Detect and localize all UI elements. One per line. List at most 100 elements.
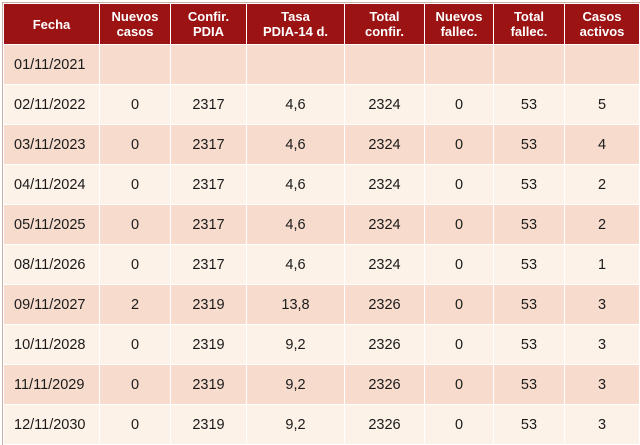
cell-total-confir: 2324: [344, 164, 425, 205]
cell-fecha: 12/11/2030: [3, 404, 100, 445]
header-fecha: Fecha: [3, 3, 100, 45]
cell-tasa-pdia: 13,8: [246, 284, 345, 325]
cell-confir-pdia: 2317: [170, 164, 247, 205]
header-total-confir-text: Total confir.: [364, 9, 404, 39]
cell-total-confir: 2326: [344, 324, 425, 365]
header-total-confir: Total confir.: [344, 3, 425, 45]
cell-fecha: 10/11/2028: [3, 324, 100, 365]
table-row: 12/11/2030 0 2319 9,2 2326 0 53 3: [3, 404, 640, 445]
cell-nuevos-casos: 0: [99, 324, 171, 365]
cell-nuevos-casos: 0: [99, 164, 171, 205]
cell-tasa-pdia: 4,6: [246, 84, 345, 125]
cell-casos-activos: 3: [564, 324, 640, 365]
cell-tasa-pdia: 9,2: [246, 364, 345, 405]
cell-nuevos-fallec: 0: [424, 124, 494, 165]
cell-confir-pdia: [170, 44, 247, 85]
cell-fecha: 11/11/2029: [3, 364, 100, 405]
cell-total-fallec: [493, 44, 565, 85]
cell-nuevos-casos: 0: [99, 244, 171, 285]
covid-data-table: Fecha Nuevos casos Confir. PDIA Tasa PDI…: [3, 3, 640, 445]
cell-nuevos-casos: 0: [99, 364, 171, 405]
table-row: 11/11/2029 0 2319 9,2 2326 0 53 3: [3, 364, 640, 405]
cell-fecha: 09/11/2027: [3, 284, 100, 325]
table-row: 03/11/2023 0 2317 4,6 2324 0 53 4: [3, 124, 640, 165]
cell-fecha: 04/11/2024: [3, 164, 100, 205]
cell-nuevos-casos: 0: [99, 204, 171, 245]
cell-fecha: 05/11/2025: [3, 204, 100, 245]
cell-nuevos-fallec: [424, 44, 494, 85]
cell-total-fallec: 53: [493, 124, 565, 165]
cell-total-confir: 2324: [344, 124, 425, 165]
table-row: 09/11/2027 2 2319 13,8 2326 0 53 3: [3, 284, 640, 325]
cell-tasa-pdia: 9,2: [246, 324, 345, 365]
header-row: Fecha Nuevos casos Confir. PDIA Tasa PDI…: [3, 3, 640, 45]
cell-tasa-pdia: 4,6: [246, 244, 345, 285]
header-casos-activos: Casos activos: [564, 3, 640, 45]
cell-total-confir: [344, 44, 425, 85]
cell-casos-activos: 3: [564, 364, 640, 405]
cell-confir-pdia: 2317: [170, 124, 247, 165]
cell-confir-pdia: 2319: [170, 404, 247, 445]
cell-total-fallec: 53: [493, 324, 565, 365]
cell-nuevos-casos: 0: [99, 124, 171, 165]
table-row: 05/11/2025 0 2317 4,6 2324 0 53 2: [3, 204, 640, 245]
cell-tasa-pdia: [246, 44, 345, 85]
cell-total-confir: 2324: [344, 204, 425, 245]
header-total-fallec: Total fallec.: [493, 3, 565, 45]
cell-fecha: 03/11/2023: [3, 124, 100, 165]
cell-tasa-pdia: 4,6: [246, 204, 345, 245]
cell-tasa-pdia: 4,6: [246, 124, 345, 165]
header-total-fallec-text: Total fallec.: [510, 9, 548, 39]
cell-total-confir: 2326: [344, 404, 425, 445]
header-confir-pdia: Confir. PDIA: [170, 3, 247, 45]
cell-nuevos-fallec: 0: [424, 164, 494, 205]
cell-casos-activos: 2: [564, 164, 640, 205]
header-nuevos-casos-text: Nuevos casos: [111, 9, 159, 39]
cell-casos-activos: 3: [564, 404, 640, 445]
cell-tasa-pdia: 9,2: [246, 404, 345, 445]
cell-casos-activos: 5: [564, 84, 640, 125]
cell-tasa-pdia: 4,6: [246, 164, 345, 205]
cell-casos-activos: [564, 44, 640, 85]
header-tasa-pdia-text: Tasa PDIA-14 d.: [262, 9, 328, 39]
cell-total-fallec: 53: [493, 84, 565, 125]
header-nuevos-casos: Nuevos casos: [99, 3, 171, 45]
cell-nuevos-fallec: 0: [424, 284, 494, 325]
table-row: 04/11/2024 0 2317 4,6 2324 0 53 2: [3, 164, 640, 205]
cell-confir-pdia: 2319: [170, 364, 247, 405]
cell-total-fallec: 53: [493, 164, 565, 205]
table-row: 02/11/2022 0 2317 4,6 2324 0 53 5: [3, 84, 640, 125]
table-row: 08/11/2026 0 2317 4,6 2324 0 53 1: [3, 244, 640, 285]
cell-casos-activos: 3: [564, 284, 640, 325]
cell-total-fallec: 53: [493, 204, 565, 245]
cell-nuevos-fallec: 0: [424, 204, 494, 245]
table-row: 01/11/2021: [3, 44, 640, 85]
cell-casos-activos: 2: [564, 204, 640, 245]
cell-total-fallec: 53: [493, 284, 565, 325]
table-body: 01/11/2021 02/11/2022 0 2317 4,6 2324 0 53 5 03/1…: [3, 44, 640, 445]
cell-confir-pdia: 2317: [170, 244, 247, 285]
cell-fecha: 01/11/2021: [3, 44, 100, 85]
cell-fecha: 02/11/2022: [3, 84, 100, 125]
header-tasa-pdia: Tasa PDIA-14 d.: [246, 3, 345, 45]
cell-nuevos-fallec: 0: [424, 324, 494, 365]
cell-nuevos-fallec: 0: [424, 404, 494, 445]
header-confir-pdia-text: Confir. PDIA: [187, 9, 230, 39]
cell-confir-pdia: 2317: [170, 204, 247, 245]
header-nuevos-fallec: Nuevos fallec.: [424, 3, 494, 45]
cell-total-confir: 2326: [344, 364, 425, 405]
cell-nuevos-casos: 2: [99, 284, 171, 325]
cell-confir-pdia: 2319: [170, 284, 247, 325]
cell-casos-activos: 1: [564, 244, 640, 285]
cell-nuevos-fallec: 0: [424, 84, 494, 125]
header-casos-activos-text: Casos activos: [579, 9, 625, 39]
cell-nuevos-fallec: 0: [424, 364, 494, 405]
cell-total-fallec: 53: [493, 404, 565, 445]
cell-fecha: 08/11/2026: [3, 244, 100, 285]
cell-total-confir: 2326: [344, 284, 425, 325]
header-nuevos-fallec-text: Nuevos fallec.: [435, 9, 483, 39]
table-header: Fecha Nuevos casos Confir. PDIA Tasa PDI…: [3, 3, 640, 45]
table-row: 10/11/2028 0 2319 9,2 2326 0 53 3: [3, 324, 640, 365]
cell-casos-activos: 4: [564, 124, 640, 165]
